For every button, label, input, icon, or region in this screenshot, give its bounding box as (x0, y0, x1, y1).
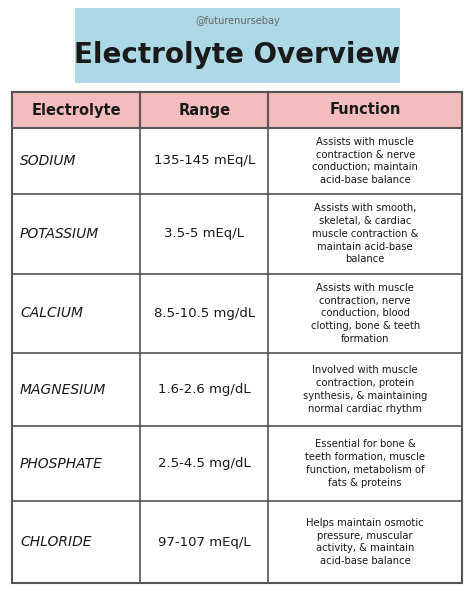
Text: Function: Function (329, 103, 401, 117)
Bar (12, 92, 462, 128)
Text: 135-145 mEq/L: 135-145 mEq/L (154, 155, 255, 167)
Text: Essential for bone &
teeth formation, muscle
function, metabolism of
fats & prot: Essential for bone & teeth formation, mu… (305, 439, 425, 488)
Text: 8.5-10.5 mg/dL: 8.5-10.5 mg/dL (154, 307, 255, 320)
Bar (12, 92, 462, 583)
Text: @futurenursebay: @futurenursebay (195, 16, 280, 26)
Text: Range: Range (178, 103, 230, 117)
Text: PHOSPHATE: PHOSPHATE (20, 457, 103, 471)
Text: SODIUM: SODIUM (20, 154, 76, 168)
Text: 97-107 mEq/L: 97-107 mEq/L (158, 535, 251, 549)
Text: Assists with smooth,
skeletal, & cardiac
muscle contraction &
maintain acid-base: Assists with smooth, skeletal, & cardiac… (312, 203, 419, 264)
Text: Electrolyte: Electrolyte (31, 103, 121, 117)
Text: Electrolyte Overview: Electrolyte Overview (74, 41, 401, 69)
Text: CALCIUM: CALCIUM (20, 307, 83, 320)
Text: Involved with muscle
contraction, protein
synthesis, & maintaining
normal cardia: Involved with muscle contraction, protei… (303, 365, 428, 414)
Text: Helps maintain osmotic
pressure, muscular
activity, & maintain
acid-base balance: Helps maintain osmotic pressure, muscula… (306, 518, 424, 566)
Text: Assists with muscle
contraction, nerve
conduction, blood
clotting, bone & teeth
: Assists with muscle contraction, nerve c… (310, 283, 420, 344)
Text: Assists with muscle
contraction & nerve
conduction; maintain
acid-base balance: Assists with muscle contraction & nerve … (312, 137, 418, 185)
Text: POTASSIUM: POTASSIUM (20, 227, 99, 241)
Bar (75, 8, 400, 83)
Text: MAGNESIUM: MAGNESIUM (20, 382, 106, 397)
Text: 3.5-5 mEq/L: 3.5-5 mEq/L (164, 227, 245, 240)
Text: 2.5-4.5 mg/dL: 2.5-4.5 mg/dL (158, 457, 251, 470)
Text: CHLORIDE: CHLORIDE (20, 535, 91, 549)
Text: 1.6-2.6 mg/dL: 1.6-2.6 mg/dL (158, 383, 251, 396)
